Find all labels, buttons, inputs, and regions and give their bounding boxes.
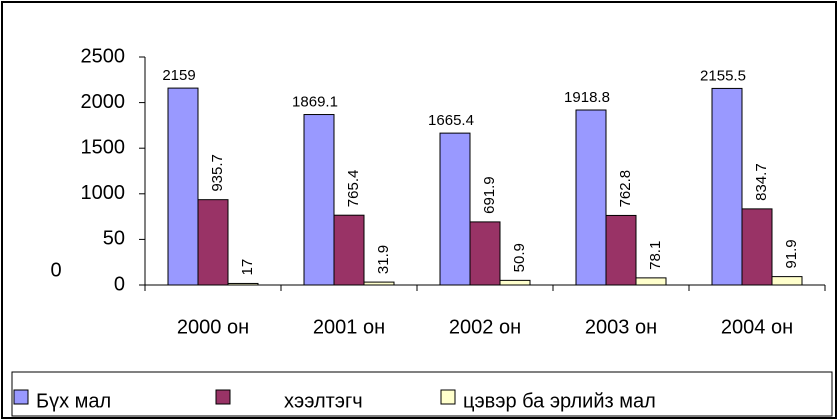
legend-box [11, 371, 833, 417]
x-tick-label: 2004 он [721, 316, 793, 338]
x-tick-label: 2001 он [313, 316, 385, 338]
bar [469, 221, 501, 286]
value-label: 17 [239, 259, 256, 276]
bar [303, 114, 335, 286]
bar [741, 208, 773, 286]
annotation: 0 [50, 259, 61, 281]
bar [711, 87, 743, 286]
legend-label: цэвэр ба эрлийз мал [463, 390, 656, 412]
y-tick-label: 1000 [81, 182, 126, 204]
value-label: 91.9 [783, 239, 800, 268]
y-tick-label: 2000 [81, 91, 126, 113]
bar [575, 109, 607, 286]
bar [771, 276, 803, 286]
bar [605, 214, 637, 286]
y-tick-label: 0 [114, 273, 125, 295]
value-label: 762.8 [617, 170, 634, 208]
value-label: 765.4 [345, 170, 362, 208]
value-label: 31.9 [375, 245, 392, 274]
bar [363, 281, 395, 286]
bar [333, 214, 365, 286]
x-tick-label: 2000 он [177, 316, 249, 338]
value-label: 1869.1 [292, 94, 338, 111]
legend-label: хээлтэгч [284, 390, 363, 412]
value-label: 834.7 [753, 163, 770, 201]
value-label: 50.9 [511, 243, 528, 272]
x-tick-label: 2002 он [449, 316, 521, 338]
value-label: 2159 [162, 67, 195, 84]
bar [227, 282, 259, 286]
legend-swatch [215, 389, 231, 405]
value-label: 935.7 [209, 154, 226, 192]
y-tick-label: 1500 [81, 136, 126, 158]
value-label: 1665.4 [428, 112, 474, 129]
legend-swatch [440, 389, 456, 405]
y-tick-label: 2500 [81, 45, 126, 67]
y-tick-label: 50 [103, 228, 125, 250]
value-label: 691.9 [481, 176, 498, 214]
bar [439, 132, 471, 286]
legend-label: Бүх мал [36, 390, 111, 412]
bar [635, 277, 667, 286]
value-label: 78.1 [647, 241, 664, 270]
legend-swatch [13, 389, 29, 405]
value-label: 2155.5 [700, 67, 746, 84]
value-label: 1918.8 [564, 89, 610, 106]
bar [499, 279, 531, 286]
bar [197, 199, 229, 286]
bar [167, 87, 199, 286]
x-tick-label: 2003 он [585, 316, 657, 338]
